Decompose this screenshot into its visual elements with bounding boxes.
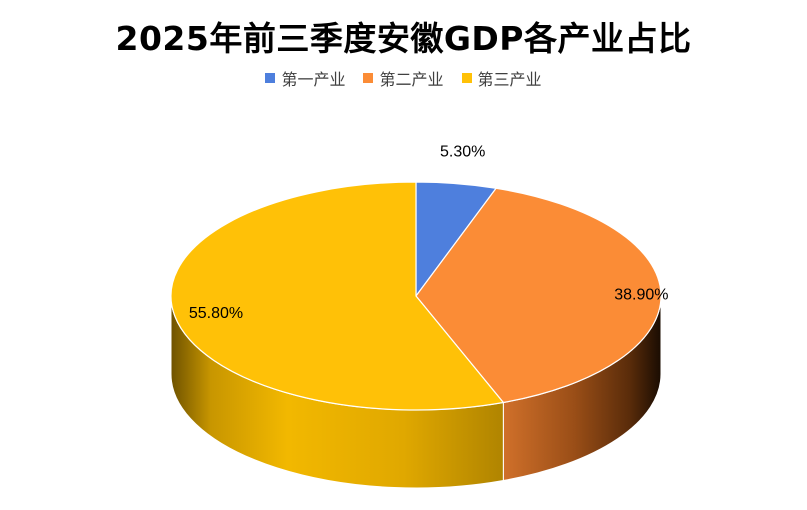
data-label-primary: 5.30% [440,144,485,161]
legend-item-tertiary: 第三产业 [461,66,542,90]
data-label-secondary: 38.90% [614,286,668,303]
data-label-tertiary: 55.80% [189,305,243,322]
legend-swatch-secondary [363,73,374,83]
pie-slice-tertiary [170,181,505,411]
legend-label-secondary: 第二产业 [379,70,444,89]
legend-swatch-tertiary [461,73,472,83]
pie-slice-secondary [415,187,662,404]
legend-item-primary: 第一产业 [265,66,345,90]
legend-swatch-primary [265,73,276,83]
legend: 第一产业 第二产业 第三产业 [0,66,807,90]
chart-title: 2025年前三季度安徽GDP各产业占比 [115,19,692,58]
legend-item-secondary: 第二产业 [363,66,444,90]
legend-label-tertiary: 第三产业 [477,70,542,89]
pie-data-labels: 5.30% 38.90% 55.80% [189,144,669,322]
legend-label-primary: 第一产业 [281,70,346,89]
pie-slices [170,181,662,411]
